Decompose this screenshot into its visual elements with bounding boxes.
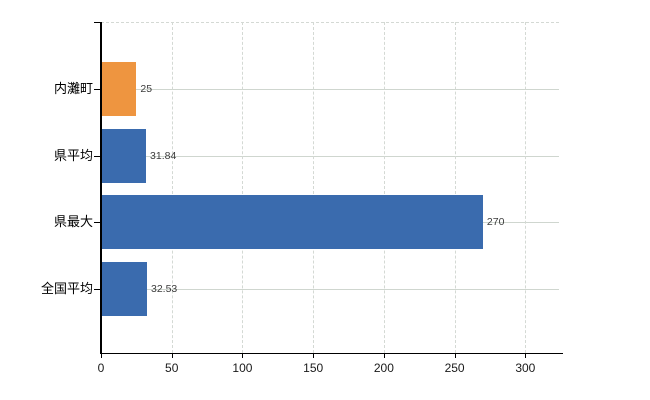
x-axis-tick: [313, 353, 315, 358]
gridline-vertical: [525, 22, 527, 353]
x-tick-label: 100: [232, 361, 253, 375]
y-axis-tick: [94, 222, 101, 223]
x-tick-label: 150: [303, 361, 324, 375]
y-axis-tick: [94, 89, 101, 90]
x-tick-label: 50: [165, 361, 179, 375]
plot-top-border: [101, 22, 559, 23]
gridline-horizontal: [102, 155, 559, 157]
y-axis-line: [100, 22, 102, 353]
bar: [102, 195, 483, 249]
gridline-horizontal: [102, 288, 559, 290]
x-axis-tick: [242, 353, 244, 358]
gridline-vertical: [242, 22, 244, 353]
y-axis-tick: [94, 22, 101, 23]
category-label: 県平均: [53, 147, 93, 163]
value-label: 31.84: [150, 149, 177, 162]
x-axis-tick: [383, 353, 385, 358]
y-axis-tick: [94, 288, 101, 290]
x-axis-tick: [101, 353, 102, 358]
value-label: 32.53: [151, 282, 178, 295]
x-tick-label: 200: [373, 361, 394, 375]
x-axis-tick: [454, 353, 456, 358]
x-axis-tick: [525, 353, 527, 358]
gridline-vertical: [383, 22, 385, 353]
x-tick-label: 300: [515, 361, 536, 375]
bar: [102, 261, 147, 316]
gridline-vertical: [171, 22, 173, 353]
x-tick-label: 0: [97, 361, 105, 375]
y-axis-tick: [94, 155, 101, 157]
bar: [102, 128, 147, 183]
category-label: 内灘町: [53, 81, 93, 96]
gridline-horizontal: [102, 89, 559, 90]
gridline-vertical: [313, 22, 315, 353]
gridline-vertical: [454, 22, 456, 353]
value-label: 25: [140, 83, 153, 95]
category-label: 県最大: [53, 214, 93, 229]
value-label: 270: [486, 216, 505, 228]
x-tick-label: 250: [444, 361, 465, 375]
bar: [102, 62, 137, 116]
x-axis-line: [100, 353, 563, 354]
category-label: 全国平均: [40, 280, 93, 296]
x-axis-tick: [171, 353, 173, 358]
